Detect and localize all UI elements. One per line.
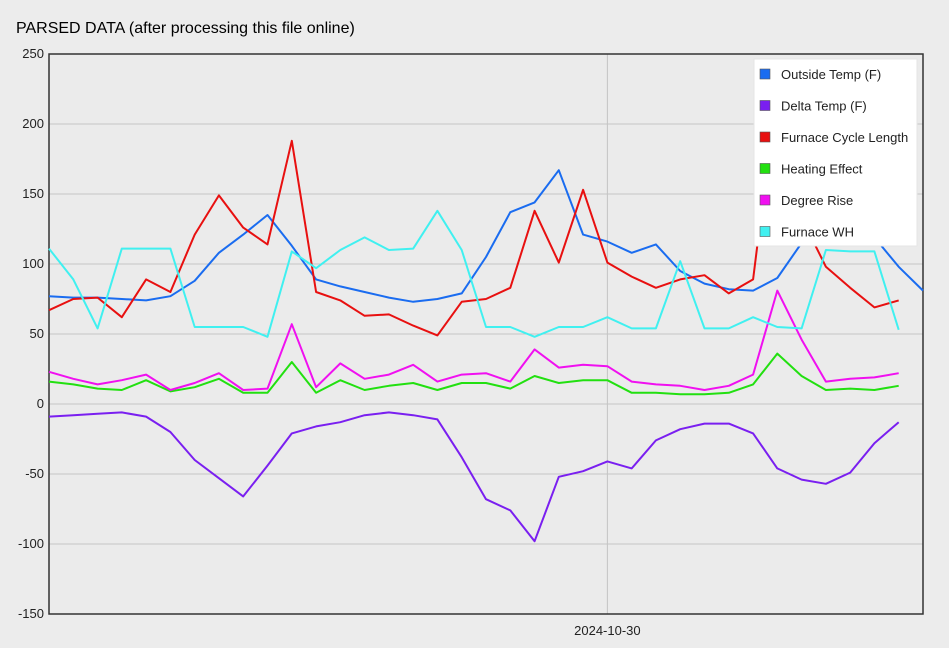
y-tick-label: -50 — [25, 466, 44, 481]
plot-border — [48, 53, 924, 615]
series-lines — [48, 83, 924, 543]
series-line-4 — [48, 289, 899, 391]
y-tick-label: 250 — [22, 46, 44, 61]
y-tick-label: 150 — [22, 186, 44, 201]
legend-label: Furnace WH — [781, 225, 854, 240]
y-tick-label: 0 — [37, 396, 44, 411]
legend-swatch — [759, 163, 771, 174]
legend-swatch — [759, 131, 771, 143]
y-tick-label: 100 — [22, 256, 44, 271]
series-line-3 — [48, 352, 899, 396]
series-line-0 — [48, 169, 924, 303]
y-tick-label: 50 — [30, 326, 44, 341]
y-tick-label: -150 — [18, 606, 44, 621]
legend-swatch — [759, 226, 771, 237]
legend-label: Furnace Cycle Length — [781, 130, 908, 145]
x-tick-label: 2024-10-30 — [574, 623, 641, 638]
legend: Outside Temp (F) Delta Temp (F) Furnace Cy… — [753, 58, 918, 247]
chart-title: PARSED DATA (after processing this file … — [16, 20, 355, 37]
legend-label: Outside Temp (F) — [781, 67, 881, 82]
y-tick-label: -100 — [18, 536, 44, 551]
legend-box — [753, 58, 918, 247]
axes: 250 200 150 100 50 0 -50 -100 -150 2024-10-30 — [18, 46, 924, 638]
y-tick-label: 200 — [22, 116, 44, 131]
legend-label: Delta Temp (F) — [781, 99, 867, 114]
legend-swatch — [759, 194, 771, 206]
series-line-5 — [48, 209, 900, 338]
series-line-1 — [48, 411, 900, 543]
legend-swatch — [759, 100, 771, 111]
legend-label: Degree Rise — [781, 193, 853, 208]
legend-swatch — [759, 68, 771, 80]
series-line-2 — [48, 83, 899, 337]
legend-label: Heating Effect — [781, 162, 863, 177]
